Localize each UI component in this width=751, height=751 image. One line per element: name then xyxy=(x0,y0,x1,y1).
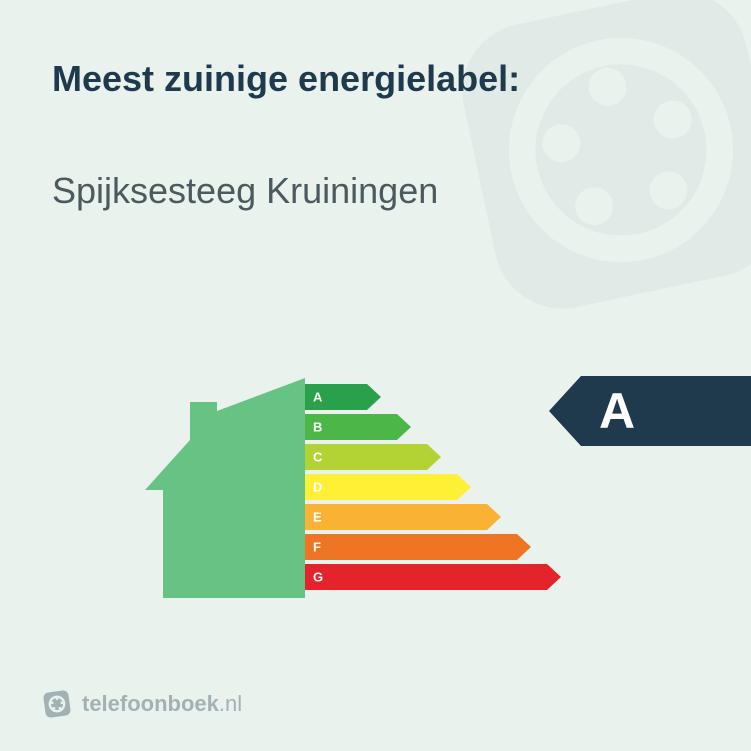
energy-label-chart: ABCDEFG xyxy=(145,378,605,618)
brand-text: telefoonboek.nl xyxy=(82,691,242,717)
brand-logo-icon xyxy=(42,689,72,719)
energy-bar-a: A xyxy=(305,384,561,410)
brand-name-bold: telefoonboek xyxy=(82,691,219,716)
background-watermark xyxy=(396,0,751,375)
energy-bar-label: G xyxy=(313,570,323,585)
badge-arrow-icon xyxy=(549,376,581,446)
energy-bar-label: D xyxy=(313,480,322,495)
energy-bar-e: E xyxy=(305,504,561,530)
page-title: Meest zuinige energielabel: xyxy=(52,58,520,100)
energy-bar-label: E xyxy=(313,510,322,525)
energy-bar-label: B xyxy=(313,420,322,435)
result-badge: A xyxy=(549,376,751,446)
energy-bars: ABCDEFG xyxy=(305,384,561,594)
energy-bar-label: F xyxy=(313,540,321,555)
energy-bar-g: G xyxy=(305,564,561,590)
energy-bar-label: A xyxy=(313,390,322,405)
energy-bar-c: C xyxy=(305,444,561,470)
location-subtitle: Spijksesteeg Kruiningen xyxy=(52,170,438,212)
brand-name-thin: .nl xyxy=(219,691,242,716)
energy-bar-b: B xyxy=(305,414,561,440)
badge-letter: A xyxy=(581,376,751,446)
house-icon xyxy=(145,378,305,598)
energy-bar-label: C xyxy=(313,450,322,465)
energy-bar-f: F xyxy=(305,534,561,560)
footer-brand: telefoonboek.nl xyxy=(42,689,242,719)
energy-bar-d: D xyxy=(305,474,561,500)
